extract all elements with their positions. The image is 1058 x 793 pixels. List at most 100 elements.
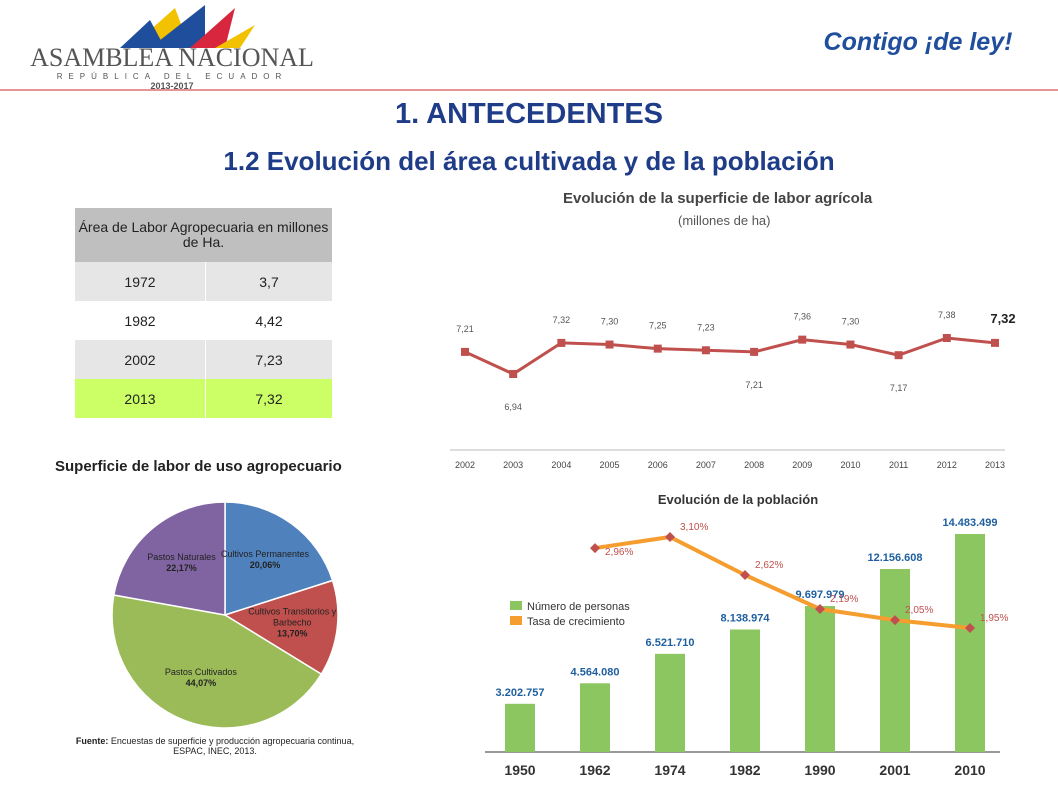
data-label: 7,32 xyxy=(990,311,1015,326)
x-tick-label: 2006 xyxy=(648,460,668,470)
table-cell: 1972 xyxy=(75,262,206,301)
x-tick-label: 2011 xyxy=(889,460,908,470)
data-label: 2,19% xyxy=(830,594,858,605)
title: 1. ANTECEDENTES xyxy=(395,98,663,130)
table-row: 2002 7,23 xyxy=(75,340,332,379)
org: ASAMBLEA NACIONAL xyxy=(30,43,314,72)
pie-value: 44,07% xyxy=(185,678,217,689)
chart-title: Evolución de la superficie de labor agrí… xyxy=(563,190,873,207)
bar xyxy=(730,629,760,752)
marker xyxy=(815,604,825,615)
marker xyxy=(509,370,518,378)
line xyxy=(594,534,971,630)
data-label: 7,21 xyxy=(745,380,763,390)
legend-swatch xyxy=(510,601,522,610)
table-cell: 3,7 xyxy=(259,273,279,290)
marker xyxy=(590,543,600,554)
pie-label: Pastos Naturales 22,17% xyxy=(134,552,230,574)
data-label: 6,94 xyxy=(504,402,522,412)
pie-slice xyxy=(223,579,339,676)
data-label: 7,30 xyxy=(601,317,619,327)
x-tick-label: 2002 xyxy=(455,460,475,470)
table-row: 1972 3,7 xyxy=(75,262,332,301)
x-tick-label: 1962 xyxy=(579,762,610,778)
table-cell: 2013 xyxy=(75,379,206,418)
table: Área de Labor Agropecuaria en millones d… xyxy=(75,208,332,418)
bar xyxy=(655,653,685,752)
x-tick-label: 2009 xyxy=(792,460,812,470)
data-label: 7,23 xyxy=(697,322,715,332)
chart-subtitle: (millones de ha) xyxy=(678,213,771,228)
slogan: Contigo ¡de ley! xyxy=(824,28,1013,56)
data-label: 8.138.974 xyxy=(721,612,771,624)
marker xyxy=(740,569,750,580)
data-label: 9.697.979 xyxy=(796,589,845,601)
table-cell: 4,42 xyxy=(255,312,283,329)
table-cell: 7,23 xyxy=(255,351,283,368)
marker xyxy=(557,338,566,347)
x-tick-label: 1982 xyxy=(729,762,760,778)
data-label: 7,32 xyxy=(553,315,571,325)
marker xyxy=(750,347,759,356)
x-tick-label: 2001 xyxy=(879,762,910,778)
data-label: 2,05% xyxy=(905,605,933,616)
logo xyxy=(120,5,255,48)
pie-label: Pastos Cultivados 44,07% xyxy=(153,667,249,689)
pie-category: Pastos Cultivados xyxy=(164,667,237,678)
line xyxy=(464,336,996,376)
x-tick-label: 2013 xyxy=(985,460,1005,470)
pie-value: 13,70% xyxy=(277,628,308,639)
x-tick-label: 2003 xyxy=(503,460,523,470)
legend-swatch xyxy=(510,616,522,625)
data-label: 14.483.499 xyxy=(942,517,997,529)
marker xyxy=(894,351,903,360)
marker xyxy=(890,615,900,626)
table-wrap: Área de Labor Agropecuaria en millones d… xyxy=(75,208,332,418)
subtitle: 1.2 Evolución del área cultivada y de la… xyxy=(223,146,834,176)
chart-title: Superficie de labor de uso agropecuario xyxy=(55,458,342,475)
legend-label: Número de personas xyxy=(527,601,630,613)
chart-title: Evolución de la población xyxy=(658,492,818,507)
data-label: 4.564.080 xyxy=(571,666,620,678)
x-tick-label: 2008 xyxy=(744,460,764,470)
x-tick-label: 2004 xyxy=(551,460,571,470)
pie-category: Cultivos Transitorios y Barbecho xyxy=(248,606,337,628)
data-label: 2,62% xyxy=(755,560,783,571)
pie-label: Cultivos Transitorios y Barbecho 13,70% xyxy=(244,607,340,640)
table-cell: 7,32 xyxy=(255,390,283,407)
data-label: 7,21 xyxy=(456,324,474,334)
marker xyxy=(965,623,975,633)
pie-slice xyxy=(224,501,334,617)
source-text: Encuestas de superficie y producción agr… xyxy=(110,736,355,756)
pie-value: 20,06% xyxy=(249,560,281,571)
bar xyxy=(955,534,985,752)
x-tick-label: 1990 xyxy=(804,762,835,778)
bar xyxy=(580,683,610,752)
data-label: 7,36 xyxy=(794,312,812,322)
pie-category: Pastos Naturales xyxy=(147,551,216,562)
data-label: 3,10% xyxy=(680,522,708,533)
table-header: Área de Labor Agropecuaria en millones d… xyxy=(75,208,332,262)
marker xyxy=(701,346,710,355)
marker xyxy=(665,532,675,542)
data-label: 12.156.608 xyxy=(867,552,922,564)
bar xyxy=(505,703,535,752)
pie-slice xyxy=(111,594,323,729)
bar xyxy=(880,569,910,752)
data-label: 2,96% xyxy=(605,547,633,558)
source-label: Fuente: xyxy=(75,736,109,746)
data-label: 7,30 xyxy=(842,317,860,327)
marker xyxy=(461,347,469,356)
pie-label: Cultivos Permanentes 20,06% xyxy=(217,549,313,571)
marker xyxy=(798,335,807,344)
years: 2013-2017 xyxy=(150,81,193,91)
country: REPÚBLICA DEL ECUADOR xyxy=(57,72,288,81)
data-label: 3.202.757 xyxy=(496,687,545,699)
x-tick-label: 2012 xyxy=(937,460,957,470)
x-tick-label: 2010 xyxy=(954,762,985,778)
pie-category: Cultivos Permanentes xyxy=(220,549,309,560)
x-tick-label: 2005 xyxy=(600,460,620,470)
data-label: 7,38 xyxy=(938,310,956,320)
